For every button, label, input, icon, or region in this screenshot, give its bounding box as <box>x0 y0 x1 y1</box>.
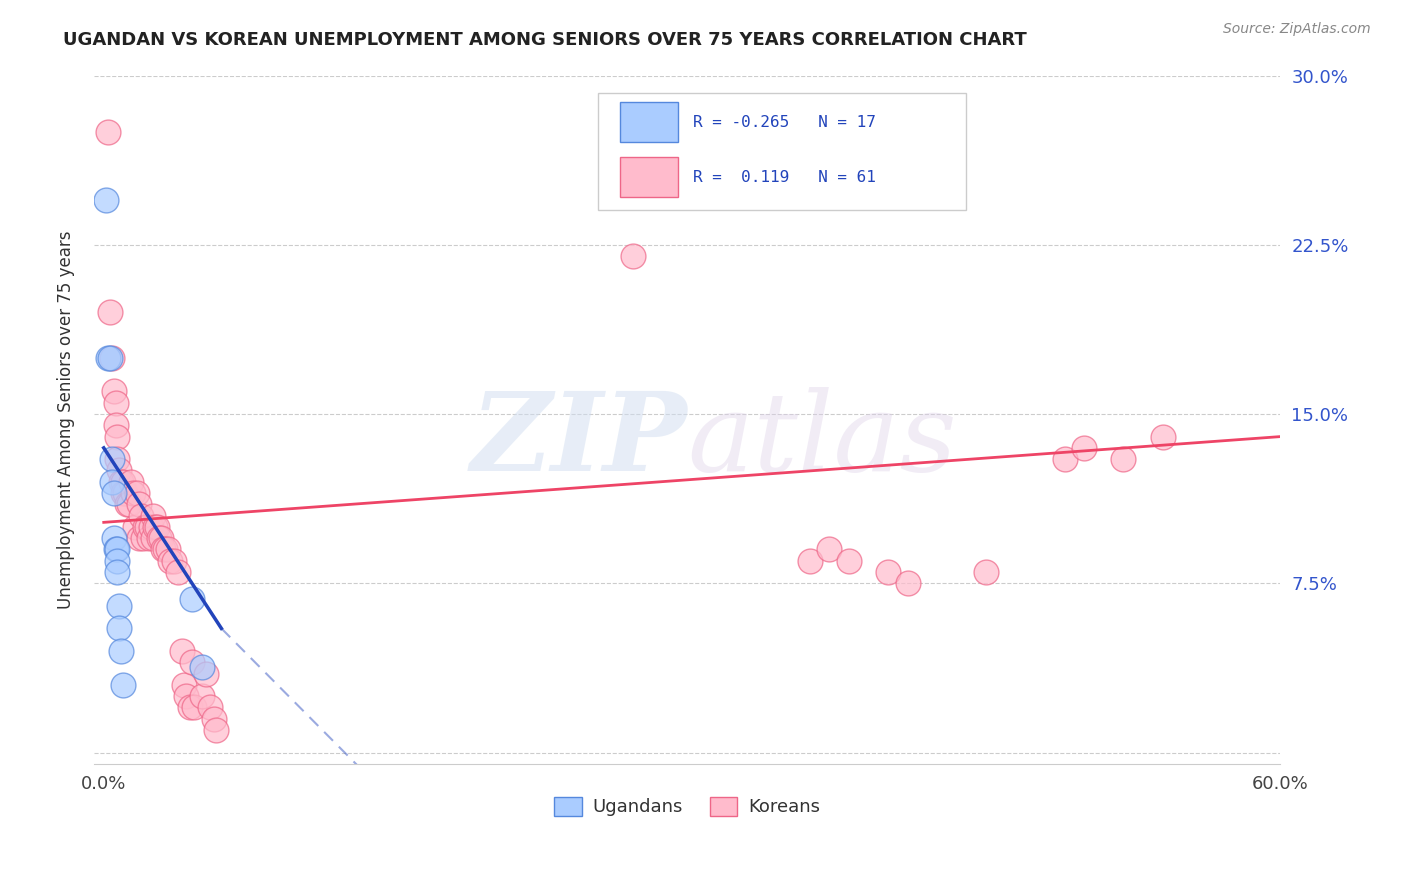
Point <box>191 689 214 703</box>
Y-axis label: Unemployment Among Seniors over 75 years: Unemployment Among Seniors over 75 years <box>58 230 75 609</box>
Point <box>97 351 120 365</box>
Point <box>94 193 117 207</box>
Point <box>173 678 195 692</box>
Point <box>143 520 166 534</box>
Point <box>110 475 132 489</box>
Point <box>103 384 125 399</box>
Point <box>114 486 136 500</box>
Point <box>107 429 129 443</box>
Point <box>149 531 172 545</box>
Point <box>108 599 131 613</box>
Point <box>838 554 860 568</box>
FancyBboxPatch shape <box>620 102 678 143</box>
Text: UGANDAN VS KOREAN UNEMPLOYMENT AMONG SENIORS OVER 75 YEARS CORRELATION CHART: UGANDAN VS KOREAN UNEMPLOYMENT AMONG SEN… <box>63 31 1026 49</box>
Point <box>974 565 997 579</box>
Point <box>183 700 205 714</box>
Point <box>125 486 148 500</box>
Point <box>112 486 135 500</box>
Point <box>98 351 121 365</box>
Point <box>172 644 194 658</box>
Point <box>202 712 225 726</box>
Point <box>112 475 135 489</box>
Text: atlas: atlas <box>688 386 956 494</box>
Point <box>138 531 160 545</box>
Point <box>1152 429 1174 443</box>
Point <box>1112 452 1135 467</box>
Point <box>98 305 121 319</box>
Point <box>198 700 221 714</box>
Text: ZIP: ZIP <box>471 386 688 494</box>
Point <box>128 497 150 511</box>
Point <box>112 678 135 692</box>
Point <box>134 520 156 534</box>
Point <box>107 452 129 467</box>
Point <box>135 520 157 534</box>
Point <box>100 452 122 467</box>
Point <box>104 418 127 433</box>
Point <box>124 520 146 534</box>
Text: Source: ZipAtlas.com: Source: ZipAtlas.com <box>1223 22 1371 37</box>
Point <box>103 531 125 545</box>
Point <box>181 655 204 669</box>
Point <box>132 531 155 545</box>
Point <box>97 125 120 139</box>
Point <box>204 723 226 737</box>
Point <box>104 396 127 410</box>
Text: R =  0.119   N = 61: R = 0.119 N = 61 <box>693 169 876 185</box>
Point <box>159 554 181 568</box>
Text: R = -0.265   N = 17: R = -0.265 N = 17 <box>693 115 876 130</box>
Point <box>174 689 197 703</box>
Point <box>129 508 152 523</box>
Point <box>104 542 127 557</box>
Point <box>142 531 165 545</box>
FancyBboxPatch shape <box>620 157 678 197</box>
Point <box>107 542 129 557</box>
Point <box>110 644 132 658</box>
FancyBboxPatch shape <box>598 93 966 210</box>
Point <box>139 520 162 534</box>
Point <box>103 486 125 500</box>
Point <box>191 660 214 674</box>
Point <box>100 475 122 489</box>
Point <box>145 520 167 534</box>
Point <box>148 531 170 545</box>
Point <box>179 700 201 714</box>
Point <box>818 542 841 557</box>
Point <box>621 249 644 263</box>
Point <box>194 666 217 681</box>
Point <box>167 565 190 579</box>
Point <box>897 576 920 591</box>
Point <box>1053 452 1076 467</box>
Point <box>163 554 186 568</box>
Point <box>107 565 129 579</box>
Point <box>100 351 122 365</box>
Point <box>118 497 141 511</box>
Point <box>152 542 174 557</box>
Point <box>142 508 165 523</box>
Point <box>108 463 131 477</box>
Point <box>153 542 176 557</box>
Point <box>120 475 142 489</box>
Point <box>877 565 900 579</box>
Point <box>799 554 821 568</box>
Point <box>108 622 131 636</box>
Legend: Ugandans, Koreans: Ugandans, Koreans <box>547 789 827 823</box>
Point <box>181 592 204 607</box>
Point <box>128 531 150 545</box>
Point <box>117 497 139 511</box>
Point <box>107 554 129 568</box>
Point <box>122 486 145 500</box>
Point <box>1073 441 1095 455</box>
Point <box>157 542 180 557</box>
